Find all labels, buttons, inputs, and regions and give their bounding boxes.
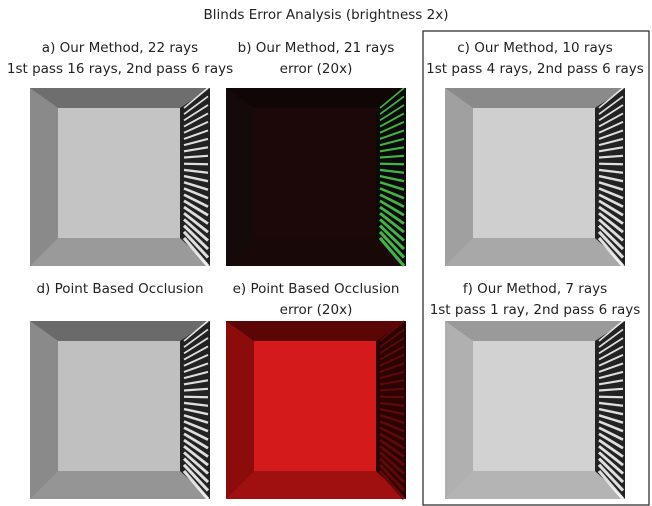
blind-slat	[380, 164, 404, 165]
panel-caption: e) Point Based Occlusion	[233, 281, 400, 297]
room-left-wall	[445, 88, 473, 266]
room-ceiling	[226, 321, 406, 341]
room-floor	[226, 471, 406, 499]
panel-caption: 1st pass 1 ray, 2nd pass 6 rays	[430, 302, 641, 318]
panel-caption: b) Our Method, 21 rays	[238, 40, 395, 56]
panel-image	[226, 321, 406, 499]
room-back-wall	[254, 108, 376, 238]
panel-caption: f) Our Method, 7 rays	[463, 281, 607, 297]
room-back-wall	[58, 108, 180, 238]
panel-caption: error (20x)	[280, 61, 353, 77]
room-left-wall	[226, 321, 254, 499]
panel-caption: 1st pass 4 rays, 2nd pass 6 rays	[426, 61, 644, 77]
panel-image	[30, 88, 210, 266]
room-ceiling	[30, 321, 210, 341]
panel-image	[226, 88, 406, 266]
panel-image	[30, 321, 210, 499]
figure: Blinds Error Analysis (brightness 2x) a)…	[0, 0, 652, 506]
blind-slat	[599, 397, 623, 398]
room-back-wall	[254, 341, 376, 471]
panel-image	[445, 321, 625, 499]
panel-caption: c) Our Method, 10 rays	[457, 40, 613, 56]
panel-caption: d) Point Based Occlusion	[36, 281, 203, 297]
panel-image	[445, 88, 625, 266]
room-floor	[30, 471, 210, 499]
room-floor	[445, 238, 625, 266]
blind-slat	[599, 164, 623, 165]
room-ceiling	[445, 88, 625, 108]
blind-slat	[380, 397, 404, 398]
panel-caption: a) Our Method, 22 rays	[42, 40, 198, 56]
room-left-wall	[30, 88, 58, 266]
panel-caption: 1st pass 16 rays, 2nd pass 6 rays	[7, 61, 233, 77]
room-left-wall	[445, 321, 473, 499]
room-left-wall	[226, 88, 254, 266]
room-back-wall	[58, 341, 180, 471]
room-floor	[226, 238, 406, 266]
room-ceiling	[30, 88, 210, 108]
room-back-wall	[473, 108, 595, 238]
room-ceiling	[445, 321, 625, 341]
panel-caption: error (20x)	[280, 302, 353, 318]
room-floor	[445, 471, 625, 499]
room-floor	[30, 238, 210, 266]
blind-slat	[184, 397, 208, 398]
room-back-wall	[473, 341, 595, 471]
room-left-wall	[30, 321, 58, 499]
figure-title: Blinds Error Analysis (brightness 2x)	[204, 7, 449, 23]
room-ceiling	[226, 88, 406, 108]
blind-slat	[184, 164, 208, 165]
